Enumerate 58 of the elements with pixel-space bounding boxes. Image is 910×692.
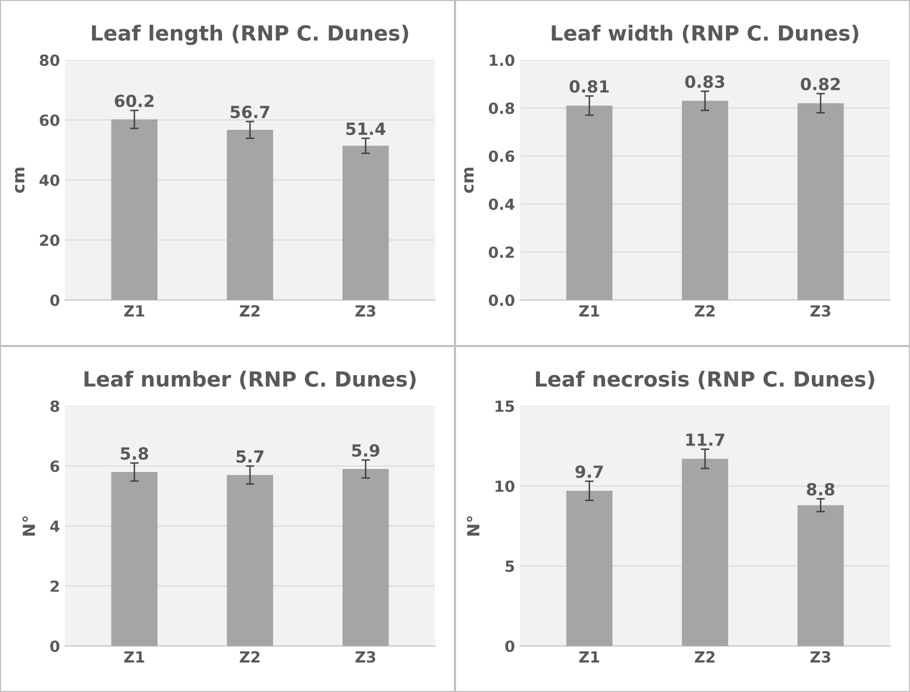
y-tick-label: 0.4 (488, 198, 514, 210)
bar (342, 146, 389, 300)
bar (566, 490, 612, 646)
x-tick-label: Z1 (579, 305, 600, 316)
bar (798, 505, 844, 646)
y-axis-title: N° (22, 516, 35, 536)
data-label: 56.7 (230, 106, 270, 118)
y-tick-label: 20 (40, 234, 60, 246)
y-tick-label: 0.6 (488, 150, 514, 162)
y-tick-label: 60 (40, 114, 60, 126)
x-tick-label: Z1 (124, 305, 144, 316)
y-axis-title: cm (464, 168, 474, 193)
x-tick-label: Z1 (579, 651, 600, 662)
y-tick-label: 80 (40, 54, 60, 66)
x-tick-label: Z1 (124, 651, 144, 662)
y-tick-label: 1.0 (490, 54, 514, 66)
data-label: 11.7 (686, 434, 724, 446)
y-tick-label: 15 (496, 400, 514, 412)
chart-title: Leaf necrosis (RNP C. Dunes) (536, 370, 874, 390)
x-tick-label: Z3 (355, 305, 376, 317)
x-tick-label: Z3 (810, 305, 830, 317)
data-label: 60.2 (114, 94, 154, 108)
data-label: 9.7 (575, 465, 603, 478)
x-tick-label: Z3 (355, 651, 376, 663)
y-tick-label: 0 (50, 640, 60, 652)
x-tick-label: Z2 (240, 651, 260, 662)
y-tick-label: 8 (50, 400, 60, 412)
y-tick-label: 0 (50, 294, 60, 306)
bar (682, 458, 728, 646)
y-tick-label: 40 (40, 174, 60, 186)
x-tick-label: Z2 (694, 305, 715, 316)
data-label: 8.8 (806, 482, 834, 496)
y-axis-title: N° (466, 516, 480, 536)
data-label: 5.8 (120, 447, 148, 460)
data-label: 51.4 (346, 122, 386, 136)
bar (226, 130, 274, 300)
y-tick-label: 2 (50, 580, 59, 592)
y-tick-label: 4 (50, 520, 60, 532)
x-tick-label: Z2 (240, 305, 260, 316)
data-label: 0.82 (800, 78, 840, 90)
chart-title: Leaf width (RNP C. Dunes) (552, 24, 858, 44)
x-tick-label: Z2 (694, 651, 715, 662)
y-tick-label: 10 (496, 480, 514, 492)
data-label: 5.7 (236, 450, 264, 463)
y-tick-label: 0 (505, 640, 514, 652)
y-tick-label: 6 (50, 460, 60, 472)
chart-title: Leaf number (RNP C. Dunes) (84, 370, 416, 390)
y-axis-title: cm (14, 168, 25, 193)
x-tick-label: Z3 (810, 651, 830, 663)
y-tick-label: 0.2 (488, 246, 514, 258)
chart-title: Leaf length (RNP C. Dunes) (92, 24, 408, 46)
y-tick-label: 5 (506, 560, 514, 572)
y-tick-label: 0.0 (488, 294, 514, 306)
y-tick-label: 0.8 (488, 102, 514, 114)
bar (111, 119, 158, 300)
data-label: 0.81 (570, 80, 609, 93)
data-label: 0.83 (685, 75, 724, 88)
data-label: 5.9 (352, 444, 380, 457)
